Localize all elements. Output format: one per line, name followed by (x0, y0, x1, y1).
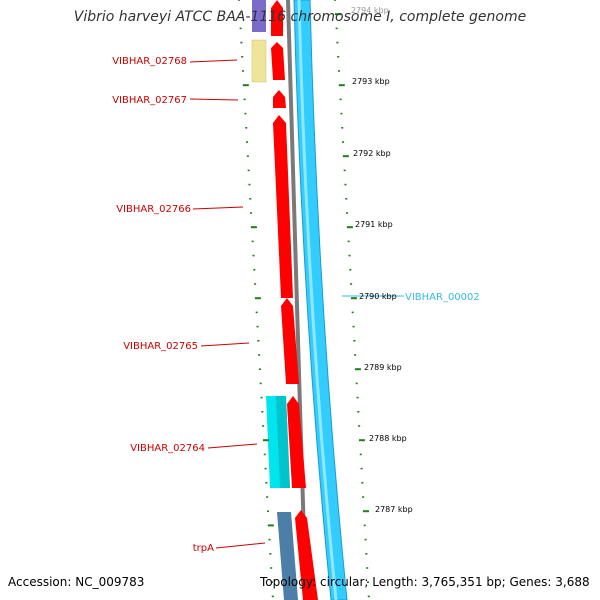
gene-vibhar-00002[interactable] (293, 0, 348, 600)
gene-vibhar-02768-yellow[interactable] (251, 39, 267, 83)
gene-cyan-shade (276, 396, 290, 488)
gene-vibhar-02766[interactable] (273, 115, 293, 298)
gene-purple[interactable] (252, 0, 266, 32)
gene-bottom-red[interactable] (295, 510, 318, 600)
scale-label-2787: 2787 kbp (375, 505, 413, 514)
label-vibhar-02766: VIBHAR_02766 (116, 204, 191, 215)
accession-label: Accession: NC_009783 (8, 575, 145, 589)
scale-label-2789: 2789 kbp (364, 363, 402, 372)
gene-vibhar-00002-highlight (297, 0, 338, 600)
gene-vibhar-02767[interactable] (273, 90, 286, 108)
label-vibhar-02764: VIBHAR_02764 (130, 443, 205, 454)
leader-trpa (215, 542, 266, 549)
gene-trpa[interactable] (277, 512, 298, 600)
scale-label-2794: 2794 kbp (351, 6, 389, 15)
label-vibhar-02768: VIBHAR_02768 (112, 56, 187, 67)
scale-label-2793: 2793 kbp (352, 77, 390, 86)
label-trpa: trpA (193, 543, 214, 554)
leader-vibhar-02765 (200, 342, 250, 347)
gene-vibhar-02764[interactable] (287, 396, 306, 488)
leader-vibhar-02767 (189, 98, 239, 101)
tick-track-outer (334, 0, 370, 598)
leader-vibhar-02764 (207, 443, 258, 449)
label-vibhar-02767: VIBHAR_02767 (112, 95, 187, 106)
scale-label-2790: 2790 kbp (359, 292, 397, 301)
gene-top-red[interactable] (271, 0, 283, 36)
leader-vibhar-02768 (189, 59, 238, 63)
map-title: Vibrio harveyi ATCC BAA-1116 chromosome … (73, 9, 527, 25)
tick-track-inner (238, 0, 274, 598)
gene-vibhar-02765[interactable] (281, 298, 299, 384)
leader-vibhar-02766 (192, 206, 244, 210)
label-vibhar-00002: VIBHAR_00002 (405, 292, 480, 303)
scale-label-2791: 2791 kbp (355, 220, 393, 229)
genome-summary: Topology: circular; Length: 3,765,351 bp… (260, 575, 590, 589)
gene-vibhar-02768[interactable] (271, 42, 285, 80)
scale-label-2788: 2788 kbp (369, 434, 407, 443)
label-vibhar-02765: VIBHAR_02765 (123, 341, 198, 352)
scale-label-2792: 2792 kbp (353, 149, 391, 158)
